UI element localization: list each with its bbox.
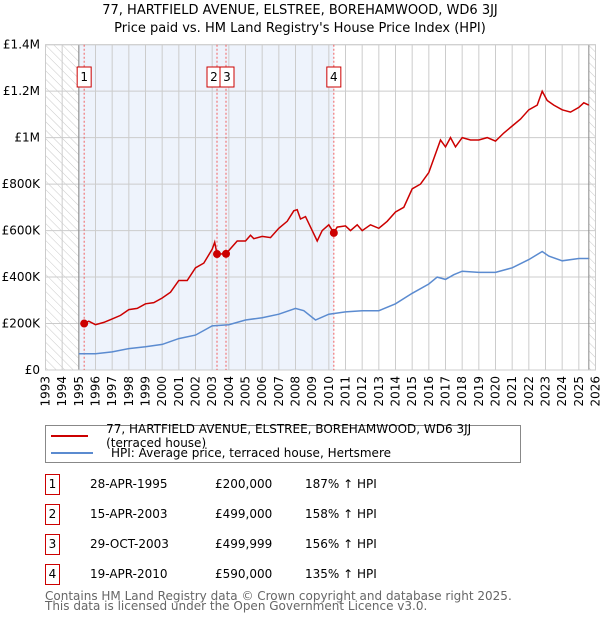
x-tick-label: 1999 bbox=[139, 376, 153, 407]
sale-label-box bbox=[76, 66, 92, 88]
y-tick-label: £1M bbox=[14, 131, 40, 145]
x-tick-label: 2009 bbox=[305, 376, 319, 407]
x-tick-label: 1998 bbox=[122, 376, 136, 407]
x-tick-label: 2012 bbox=[355, 376, 369, 407]
x-tick-label: 2011 bbox=[339, 376, 353, 407]
y-tick-label: £800K bbox=[2, 177, 42, 191]
hpi-line bbox=[78, 250, 589, 355]
y-tick-label: £1.4M bbox=[3, 38, 40, 52]
x-tick-label: 1995 bbox=[72, 376, 86, 407]
x-tick-label: 2004 bbox=[222, 376, 236, 407]
sale-row: 1 28-APR-1995 £200,000 187% ↑ HPI bbox=[45, 474, 545, 495]
price-chart: 1993 1994 1995 1996 1997 1998 1999 2000 2001 2002… bbox=[2, 38, 600, 407]
x-tick-label: 2002 bbox=[189, 376, 203, 407]
sale-point bbox=[329, 228, 338, 237]
x-tick-label: 1996 bbox=[89, 376, 103, 407]
x-tick-label: 2000 bbox=[155, 376, 169, 407]
x-tick-label: 2003 bbox=[205, 376, 219, 407]
sale-date: 28-APR-1995 bbox=[90, 477, 168, 491]
sale-price: £590,000 bbox=[215, 567, 273, 581]
footer-copyright: Contains HM Land Registry data © Crown c… bbox=[45, 589, 512, 603]
sale-number-badge: 2 bbox=[45, 504, 60, 525]
sale-label-number: 4 bbox=[330, 70, 338, 84]
x-tick-label: 2017 bbox=[439, 376, 453, 407]
hatched-no-data-right bbox=[588, 44, 596, 370]
y-tick-label: £0 bbox=[25, 363, 40, 377]
x-tick-label: 2008 bbox=[289, 376, 303, 407]
x-tick-label: 2007 bbox=[272, 376, 286, 407]
x-tick-label: 2023 bbox=[539, 376, 553, 407]
chart-subtitle: Price paid vs. HM Land Registry's House … bbox=[114, 21, 486, 36]
x-tick-label: 2018 bbox=[455, 376, 469, 407]
legend-swatch-property bbox=[51, 434, 89, 437]
legend-swatch-hpi bbox=[51, 451, 93, 454]
x-tick-label: 1994 bbox=[55, 376, 69, 407]
x-tick-label: 2006 bbox=[255, 376, 269, 407]
sale-price: £499,000 bbox=[215, 507, 273, 521]
x-tick-label: 2024 bbox=[555, 376, 569, 407]
sale-number-badge: 4 bbox=[45, 564, 60, 585]
sale-point bbox=[213, 250, 221, 259]
footer-licence: This data is licensed under the Open Gov… bbox=[45, 599, 428, 613]
y-tick-label: £1.2M bbox=[3, 84, 40, 98]
sale-price: £499,999 bbox=[215, 537, 273, 551]
x-tick-label: 2010 bbox=[322, 376, 336, 407]
sale-hpi-change: 158% ↑ HPI bbox=[305, 507, 377, 521]
legend-label-hpi: HPI: Average price, terraced house, Hert… bbox=[111, 445, 391, 460]
x-tick-label: 2025 bbox=[572, 376, 586, 407]
x-tick-label: 2013 bbox=[372, 376, 386, 407]
sale-label-number: 1 bbox=[80, 70, 88, 84]
sale-hpi-change: 187% ↑ HPI bbox=[305, 477, 377, 491]
x-tick-label: 2026 bbox=[589, 376, 600, 407]
plot-frame bbox=[45, 44, 596, 371]
legend-item-hpi: HPI: Average price, terraced house, Hert… bbox=[46, 444, 391, 461]
sale-point bbox=[80, 319, 89, 328]
sale-hpi-change: 156% ↑ HPI bbox=[305, 537, 377, 551]
legend: 77, HARTFIELD AVENUE, ELSTREE, BOREHAMWO… bbox=[45, 422, 521, 463]
x-tick-label: 2015 bbox=[405, 376, 419, 407]
sale-label-number: 2 bbox=[210, 70, 218, 84]
sale-row: 3 29-OCT-2003 £499,999 156% ↑ HPI bbox=[45, 534, 545, 555]
y-tick-label: £600K bbox=[2, 224, 42, 238]
x-tick-label: 2022 bbox=[522, 376, 536, 407]
x-tick-label: 2020 bbox=[489, 376, 503, 407]
x-tick-label: 2016 bbox=[422, 376, 436, 407]
x-tick-label: 1993 bbox=[39, 376, 53, 407]
legend-label-property: 77, HARTFIELD AVENUE, ELSTREE, BOREHAMWO… bbox=[106, 421, 472, 450]
shaded-period bbox=[78, 44, 334, 370]
y-tick-label: £200K bbox=[2, 317, 42, 331]
x-tick-label: 2001 bbox=[172, 376, 186, 407]
x-tick-label: 1997 bbox=[105, 376, 119, 407]
sale-number-badge: 1 bbox=[45, 474, 60, 495]
x-tick-label: 2005 bbox=[239, 376, 253, 407]
sale-number-badge: 3 bbox=[45, 534, 60, 555]
x-tick-label: 2014 bbox=[389, 376, 403, 407]
y-tick-label: £400K bbox=[2, 270, 42, 284]
sale-row: 2 15-APR-2003 £499,000 158% ↑ HPI bbox=[45, 504, 545, 525]
sale-label-number: 3 bbox=[223, 70, 231, 84]
sale-label-box bbox=[326, 66, 342, 88]
sale-price: £200,000 bbox=[215, 477, 273, 491]
sale-hpi-change: 135% ↑ HPI bbox=[305, 567, 377, 581]
sale-point bbox=[222, 249, 230, 258]
sale-row: 4 19-APR-2010 £590,000 135% ↑ HPI bbox=[45, 564, 545, 585]
sale-date: 29-OCT-2003 bbox=[90, 537, 169, 551]
sale-date: 15-APR-2003 bbox=[90, 507, 168, 521]
legend-item-property: 77, HARTFIELD AVENUE, ELSTREE, BOREHAMWO… bbox=[46, 422, 520, 450]
sale-label-box bbox=[219, 66, 235, 88]
x-tick-label: 2019 bbox=[472, 376, 486, 407]
x-tick-label: 2021 bbox=[505, 376, 519, 407]
sale-date: 19-APR-2010 bbox=[90, 567, 168, 581]
chart-title: 77, HARTFIELD AVENUE, ELSTREE, BOREHAMWO… bbox=[102, 3, 498, 18]
